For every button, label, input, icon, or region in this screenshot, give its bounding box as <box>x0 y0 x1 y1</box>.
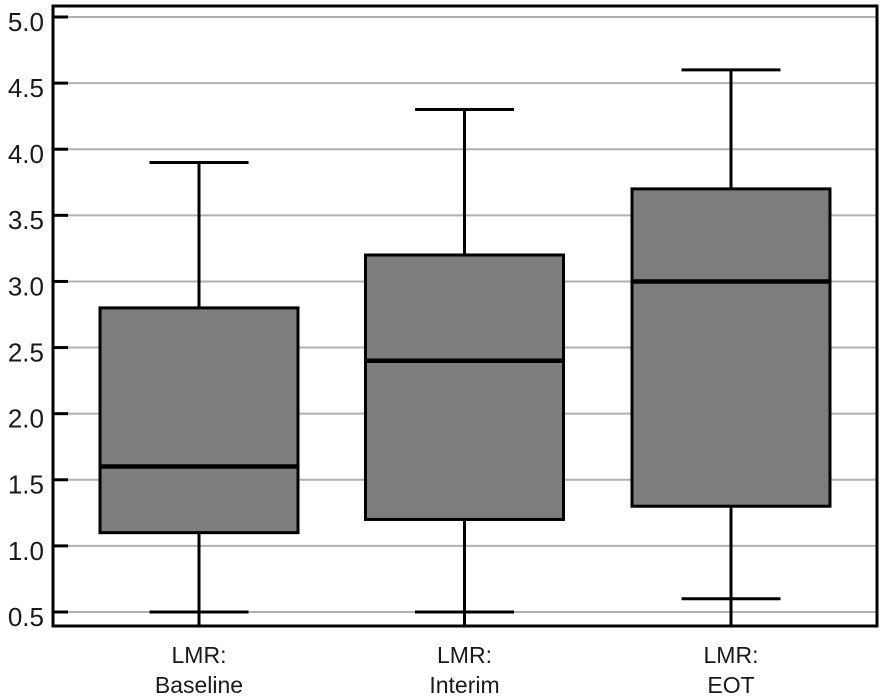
y-tick-label: 2.5 <box>8 337 44 367</box>
x-category-label-line1-eot: LMR: <box>704 642 759 668</box>
y-tick-label: 0.5 <box>8 602 44 632</box>
y-tick-label: 4.0 <box>8 139 44 169</box>
y-tick-label: 2.0 <box>8 404 44 434</box>
y-tick-label: 4.5 <box>8 73 44 103</box>
iqr-box-interim <box>364 253 565 521</box>
y-tick-label: 3.5 <box>8 205 44 235</box>
x-category-label-line2-baseline: Baseline <box>155 672 243 698</box>
y-tick-label: 1.0 <box>8 536 44 566</box>
x-category-label-line2-eot: EOT <box>707 672 754 698</box>
y-tick-label: 3.0 <box>8 271 44 301</box>
plot-frame <box>51 4 879 628</box>
x-category-label-line2-interim: Interim <box>429 672 499 698</box>
x-category-label-line1-baseline: LMR: <box>172 642 227 668</box>
iqr-box-baseline <box>98 306 300 535</box>
y-tick-label: 5.0 <box>8 7 44 37</box>
x-category-label-line1-interim: LMR: <box>437 642 492 668</box>
iqr-box-eot <box>630 187 832 508</box>
y-tick-label: 1.5 <box>8 470 44 500</box>
